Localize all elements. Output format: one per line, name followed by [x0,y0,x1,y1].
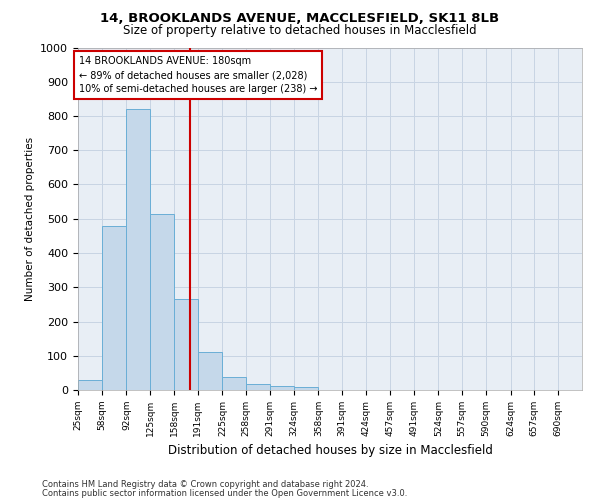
Bar [174,299,198,390]
Bar [270,386,294,390]
Text: 14, BROOKLANDS AVENUE, MACCLESFIELD, SK11 8LB: 14, BROOKLANDS AVENUE, MACCLESFIELD, SK1… [100,12,500,26]
Bar [102,226,125,390]
Bar [246,384,270,390]
Bar [127,109,150,390]
Y-axis label: Number of detached properties: Number of detached properties [25,136,35,301]
Text: 14 BROOKLANDS AVENUE: 180sqm
← 89% of detached houses are smaller (2,028)
10% of: 14 BROOKLANDS AVENUE: 180sqm ← 89% of de… [79,56,317,94]
Text: Size of property relative to detached houses in Macclesfield: Size of property relative to detached ho… [123,24,477,37]
Bar [78,380,102,390]
Text: Contains public sector information licensed under the Open Government Licence v3: Contains public sector information licen… [42,488,407,498]
Bar [150,214,174,390]
Bar [223,378,246,390]
Bar [294,388,318,390]
Text: Contains HM Land Registry data © Crown copyright and database right 2024.: Contains HM Land Registry data © Crown c… [42,480,368,489]
Bar [198,352,221,390]
X-axis label: Distribution of detached houses by size in Macclesfield: Distribution of detached houses by size … [167,444,493,458]
